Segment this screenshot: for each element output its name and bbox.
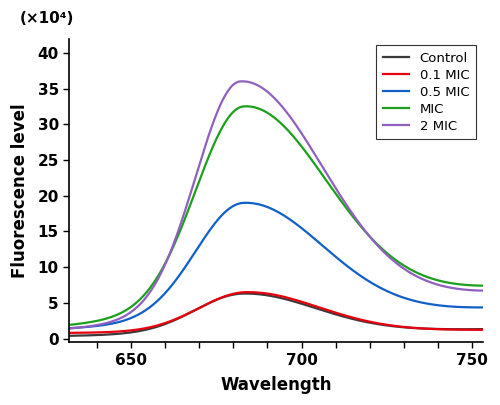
- MIC: [86, 320, 91, 325]
- 2 MIC: [86, 324, 91, 329]
- 0.5 MIC: [86, 324, 91, 329]
- 0.5 MIC: [486, 305, 492, 310]
- Legend: Control, 0.1 MIC, 0.5 MIC, MIC, 2 MIC: Control, 0.1 MIC, 0.5 MIC, MIC, 2 MIC: [376, 45, 476, 139]
- Control: [486, 327, 492, 332]
- MIC: [308, 156, 314, 161]
- Control: [319, 308, 325, 313]
- Line: 2 MIC: 2 MIC: [62, 81, 490, 329]
- 0.1 MIC: [319, 306, 325, 311]
- Line: Control: Control: [62, 294, 490, 336]
- Line: MIC: MIC: [62, 106, 490, 326]
- MIC: [428, 276, 434, 281]
- 0.1 MIC: [428, 326, 434, 331]
- 0.5 MIC: [308, 233, 314, 238]
- 2 MIC: [428, 280, 434, 285]
- Control: [86, 333, 91, 338]
- 2 MIC: [384, 252, 390, 257]
- 0.1 MIC: [86, 330, 91, 335]
- MIC: [384, 251, 390, 256]
- Y-axis label: Fluorescence level: Fluorescence level: [11, 103, 29, 278]
- 0.1 MIC: [384, 322, 390, 327]
- 0.5 MIC: [332, 254, 338, 259]
- Control: [60, 334, 66, 339]
- 2 MIC: [308, 145, 314, 150]
- 0.5 MIC: [428, 302, 434, 307]
- Control: [242, 291, 248, 296]
- 2 MIC: [240, 79, 246, 84]
- 2 MIC: [319, 164, 325, 168]
- MIC: [243, 104, 249, 109]
- 0.5 MIC: [319, 243, 325, 248]
- Control: [384, 323, 390, 328]
- MIC: [319, 172, 325, 177]
- Line: 0.1 MIC: 0.1 MIC: [62, 292, 490, 333]
- 2 MIC: [60, 327, 66, 332]
- 0.1 MIC: [332, 310, 338, 315]
- 0.5 MIC: [384, 288, 390, 293]
- 0.1 MIC: [308, 302, 314, 307]
- Control: [308, 304, 314, 309]
- 2 MIC: [332, 185, 338, 190]
- 2 MIC: [486, 288, 492, 293]
- MIC: [332, 190, 338, 195]
- 0.1 MIC: [60, 330, 66, 335]
- Text: (×10⁴): (×10⁴): [20, 11, 74, 26]
- X-axis label: Wavelength: Wavelength: [220, 376, 332, 394]
- Control: [332, 312, 338, 317]
- Control: [428, 326, 434, 331]
- 0.5 MIC: [60, 326, 66, 331]
- MIC: [60, 323, 66, 328]
- 0.5 MIC: [242, 200, 248, 205]
- Line: 0.5 MIC: 0.5 MIC: [62, 203, 490, 328]
- MIC: [486, 283, 492, 288]
- 0.1 MIC: [245, 290, 251, 294]
- 0.1 MIC: [486, 327, 492, 332]
